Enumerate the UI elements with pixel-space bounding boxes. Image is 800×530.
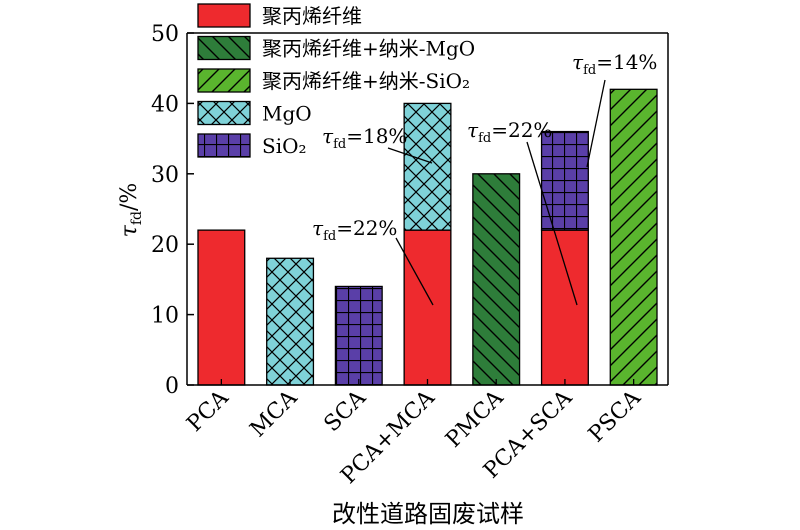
x-tick-label: MCA <box>246 385 304 443</box>
y-axis-label: τfd/% <box>117 183 145 238</box>
leader-line-2 <box>395 237 434 306</box>
bar-mgo-pca-mca <box>403 102 452 231</box>
legend-swatch-mgo <box>197 100 251 126</box>
bar-pp-pca <box>197 229 246 386</box>
y-axis-symbol: τ <box>117 224 142 237</box>
y-tick-label: 0 <box>165 374 179 399</box>
y-tick-label: 20 <box>151 233 179 258</box>
x-tick-label: PSCA <box>584 385 647 448</box>
x-axis-label: 改性道路固废试样 <box>332 500 524 528</box>
annotation-pca-in-mca: τfd=22% <box>312 216 397 244</box>
y-tick-label: 30 <box>151 163 179 188</box>
leader-line-3 <box>526 141 578 306</box>
legend-label-pp: 聚丙烯纤维 <box>262 4 362 28</box>
legend-label-ppsio2: 聚丙烯纤维+纳米-SiO₂ <box>262 69 470 93</box>
legend-swatch-ppmgo <box>197 35 251 61</box>
legend-label-mgo: MgO <box>262 102 312 126</box>
y-tick-label: 40 <box>151 92 179 117</box>
annotation-sio2: τfd=14% <box>572 50 657 78</box>
bar-mgo-mca <box>266 257 315 386</box>
bar-sio2-sca <box>334 285 383 386</box>
y-tick-label: 10 <box>151 304 179 329</box>
annotations: τfd=18% τfd=22% τfd=22% τfd=14% <box>312 50 657 244</box>
legend-swatch-ppsio2 <box>197 68 251 93</box>
y-axis-subscript: fd <box>129 211 145 225</box>
leader-line-1 <box>387 147 433 164</box>
x-tick-label: PCA <box>182 385 234 437</box>
x-tick-label: SCA <box>320 385 372 437</box>
annotation-mgo: τfd=18% <box>322 124 407 152</box>
y-axis-unit: /% <box>117 183 142 211</box>
legend-label-ppmgo: 聚丙烯纤维+纳米-MgO <box>262 37 475 61</box>
legend-label-sio2: SiO₂ <box>262 134 307 158</box>
leader-line-4 <box>586 79 606 168</box>
annotation-pca-in-sca: τfd=22% <box>467 118 552 146</box>
bar-ppsio2-psca <box>609 88 658 386</box>
bar-pp-pca-sca <box>540 229 589 386</box>
y-ticks: 0 10 20 30 40 50 <box>151 22 194 399</box>
y-tick-label: 50 <box>151 22 179 47</box>
bars-layer <box>197 88 658 386</box>
legend-swatch-pp <box>197 3 251 28</box>
annotation-leader-lines <box>387 79 606 306</box>
legend-swatch-sio2 <box>197 133 251 158</box>
bar-sio2-pca-sca <box>540 130 589 231</box>
bar-ppmgo-pmca <box>472 173 521 386</box>
bar-pp-pca-mca <box>403 229 452 386</box>
x-tick-label: PMCA <box>441 385 509 453</box>
